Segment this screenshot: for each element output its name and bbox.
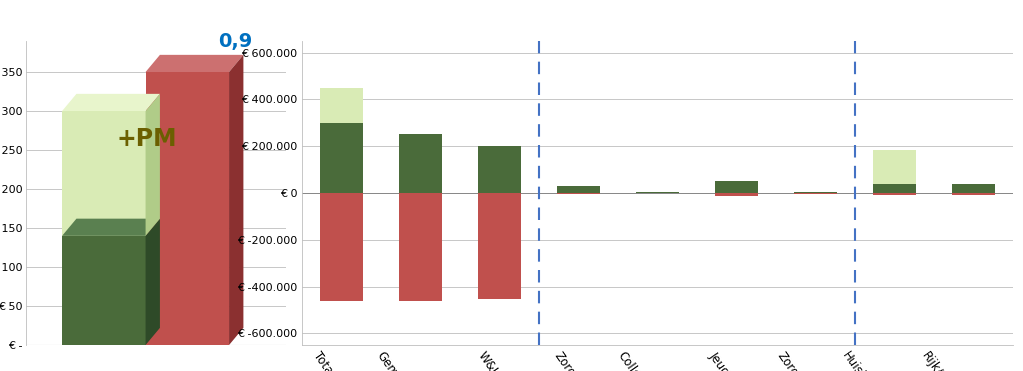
Text: 0,9: 0,9: [219, 32, 253, 51]
Bar: [145, 72, 229, 345]
Bar: [62, 111, 145, 236]
Bar: [635, 192, 679, 193]
Polygon shape: [62, 94, 160, 111]
Polygon shape: [62, 219, 160, 236]
Polygon shape: [145, 94, 160, 236]
Bar: [794, 193, 837, 194]
Bar: [873, 184, 916, 193]
Polygon shape: [145, 219, 160, 345]
Bar: [557, 186, 601, 193]
Bar: [319, 123, 363, 193]
Bar: [478, 193, 521, 299]
Bar: [557, 193, 601, 194]
Bar: [794, 192, 837, 193]
Bar: [478, 146, 521, 193]
Bar: [62, 236, 145, 345]
Polygon shape: [229, 55, 243, 345]
Bar: [951, 184, 995, 193]
Text: +PM: +PM: [117, 127, 177, 151]
Bar: [399, 134, 442, 193]
Bar: [873, 193, 916, 195]
Bar: [714, 181, 758, 193]
Bar: [714, 193, 758, 196]
Bar: [319, 193, 363, 301]
Bar: [399, 193, 442, 301]
Bar: [873, 150, 916, 184]
Bar: [319, 88, 363, 123]
Bar: [951, 193, 995, 195]
Polygon shape: [145, 55, 243, 72]
